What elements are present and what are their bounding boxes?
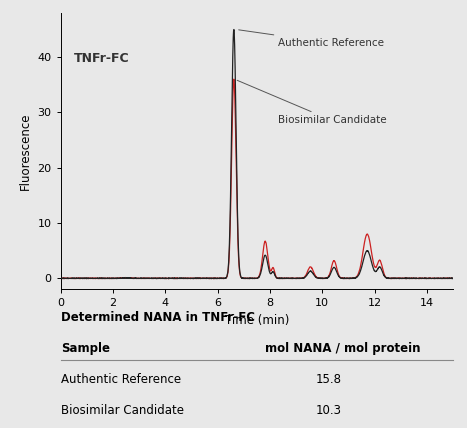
Text: 10.3: 10.3: [316, 404, 342, 417]
Text: Authentic Reference: Authentic Reference: [239, 30, 384, 48]
Text: Sample: Sample: [61, 342, 110, 355]
Text: Biosimilar Candidate: Biosimilar Candidate: [61, 404, 184, 417]
Text: TNFr-FC: TNFr-FC: [74, 51, 129, 65]
X-axis label: Time (min): Time (min): [225, 314, 289, 327]
Text: Authentic Reference: Authentic Reference: [61, 373, 181, 386]
Text: 15.8: 15.8: [316, 373, 342, 386]
Text: Biosimilar Candidate: Biosimilar Candidate: [237, 80, 386, 125]
Text: Determined NANA in TNFr-FC: Determined NANA in TNFr-FC: [61, 311, 255, 324]
Y-axis label: Fluorescence: Fluorescence: [19, 113, 32, 190]
Text: mol NANA / mol protein: mol NANA / mol protein: [265, 342, 420, 355]
